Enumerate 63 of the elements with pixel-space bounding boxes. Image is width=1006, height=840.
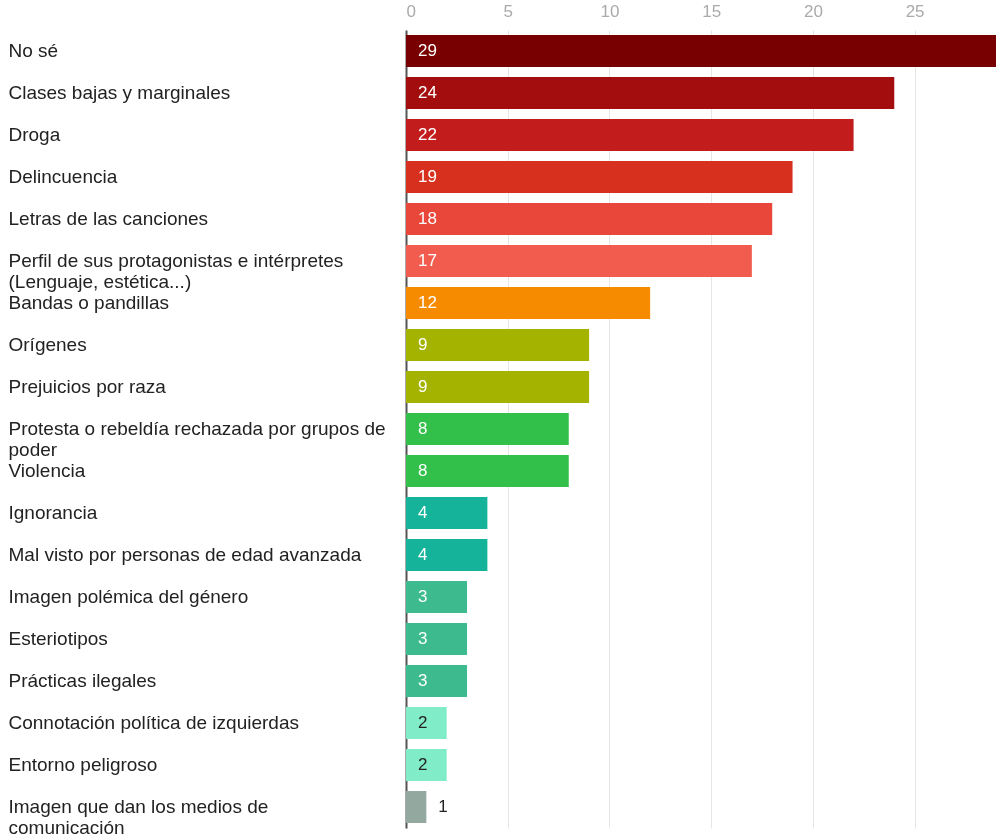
y-tick-label: No sé — [8, 40, 59, 61]
data-label: 29 — [418, 41, 437, 60]
data-label: 1 — [438, 797, 448, 816]
data-label: 3 — [418, 671, 428, 690]
y-tick-label: Ignorancia — [8, 502, 98, 523]
data-label: 4 — [418, 503, 428, 522]
bar — [406, 749, 447, 781]
bar — [406, 77, 895, 109]
y-tick-label: Esteriotipos — [8, 628, 108, 649]
bar — [406, 665, 468, 697]
bar — [406, 161, 793, 193]
bar — [406, 119, 854, 151]
x-tick-label: 25 — [905, 1, 925, 21]
bar — [406, 329, 590, 361]
x-tick-label: 0 — [406, 1, 416, 21]
y-tick-label: Violencia — [8, 460, 86, 481]
bar — [406, 287, 651, 319]
bar — [406, 623, 468, 655]
y-tick-label: Bandas o pandillas — [8, 292, 170, 313]
y-tick-label: Imagen que dan los medios de comunicación — [8, 796, 269, 838]
bar — [406, 35, 996, 67]
y-tick-label: Protesta o rebeldía rechazada por grupos de poder — [8, 418, 386, 460]
data-label: 18 — [418, 209, 437, 228]
data-label: 2 — [418, 755, 428, 774]
x-tick-label: 10 — [600, 1, 620, 21]
data-label: 17 — [418, 251, 437, 270]
bar — [406, 371, 590, 403]
data-label: 4 — [418, 545, 428, 564]
data-label: 24 — [418, 83, 437, 102]
bar — [406, 497, 488, 529]
data-label: 8 — [418, 461, 428, 480]
bar — [406, 791, 427, 823]
data-label: 12 — [418, 293, 437, 312]
x-tick-label: 20 — [803, 1, 823, 21]
y-tick-label: Entorno peligroso — [8, 754, 158, 775]
bar — [406, 707, 447, 739]
data-label: 3 — [418, 629, 428, 648]
y-tick-label: Clases bajas y marginales — [8, 82, 231, 103]
bar — [406, 539, 488, 571]
data-label: 9 — [418, 335, 428, 354]
data-label: 22 — [418, 125, 437, 144]
bar — [406, 245, 752, 277]
y-tick-label: Delincuencia — [8, 166, 118, 187]
y-tick-label: Perfil de sus protagonistas e intérpretes (Lenguaje, estética...) — [8, 250, 344, 292]
y-tick-label: Orígenes — [8, 334, 87, 355]
y-tick-label: Letras de las canciones — [8, 208, 209, 229]
data-label: 2 — [418, 713, 428, 732]
x-tick-label: 15 — [702, 1, 722, 21]
x-tick-label: 5 — [503, 1, 513, 21]
data-label: 9 — [418, 377, 428, 396]
bar — [406, 413, 569, 445]
y-tick-label: Prejuicios por raza — [8, 376, 167, 397]
y-tick-label: Mal visto por personas de edad avanzada — [8, 544, 362, 565]
bar — [406, 581, 468, 613]
bar — [406, 455, 569, 487]
bar — [406, 203, 773, 235]
data-label: 3 — [418, 587, 428, 606]
y-tick-label: Droga — [8, 124, 61, 145]
y-tick-label: Imagen polémica del género — [8, 586, 249, 607]
data-label: 8 — [418, 419, 428, 438]
y-tick-label: Prácticas ilegales — [8, 670, 157, 691]
y-tick-label: Connotación política de izquierdas — [8, 712, 299, 733]
data-label: 19 — [418, 167, 437, 186]
